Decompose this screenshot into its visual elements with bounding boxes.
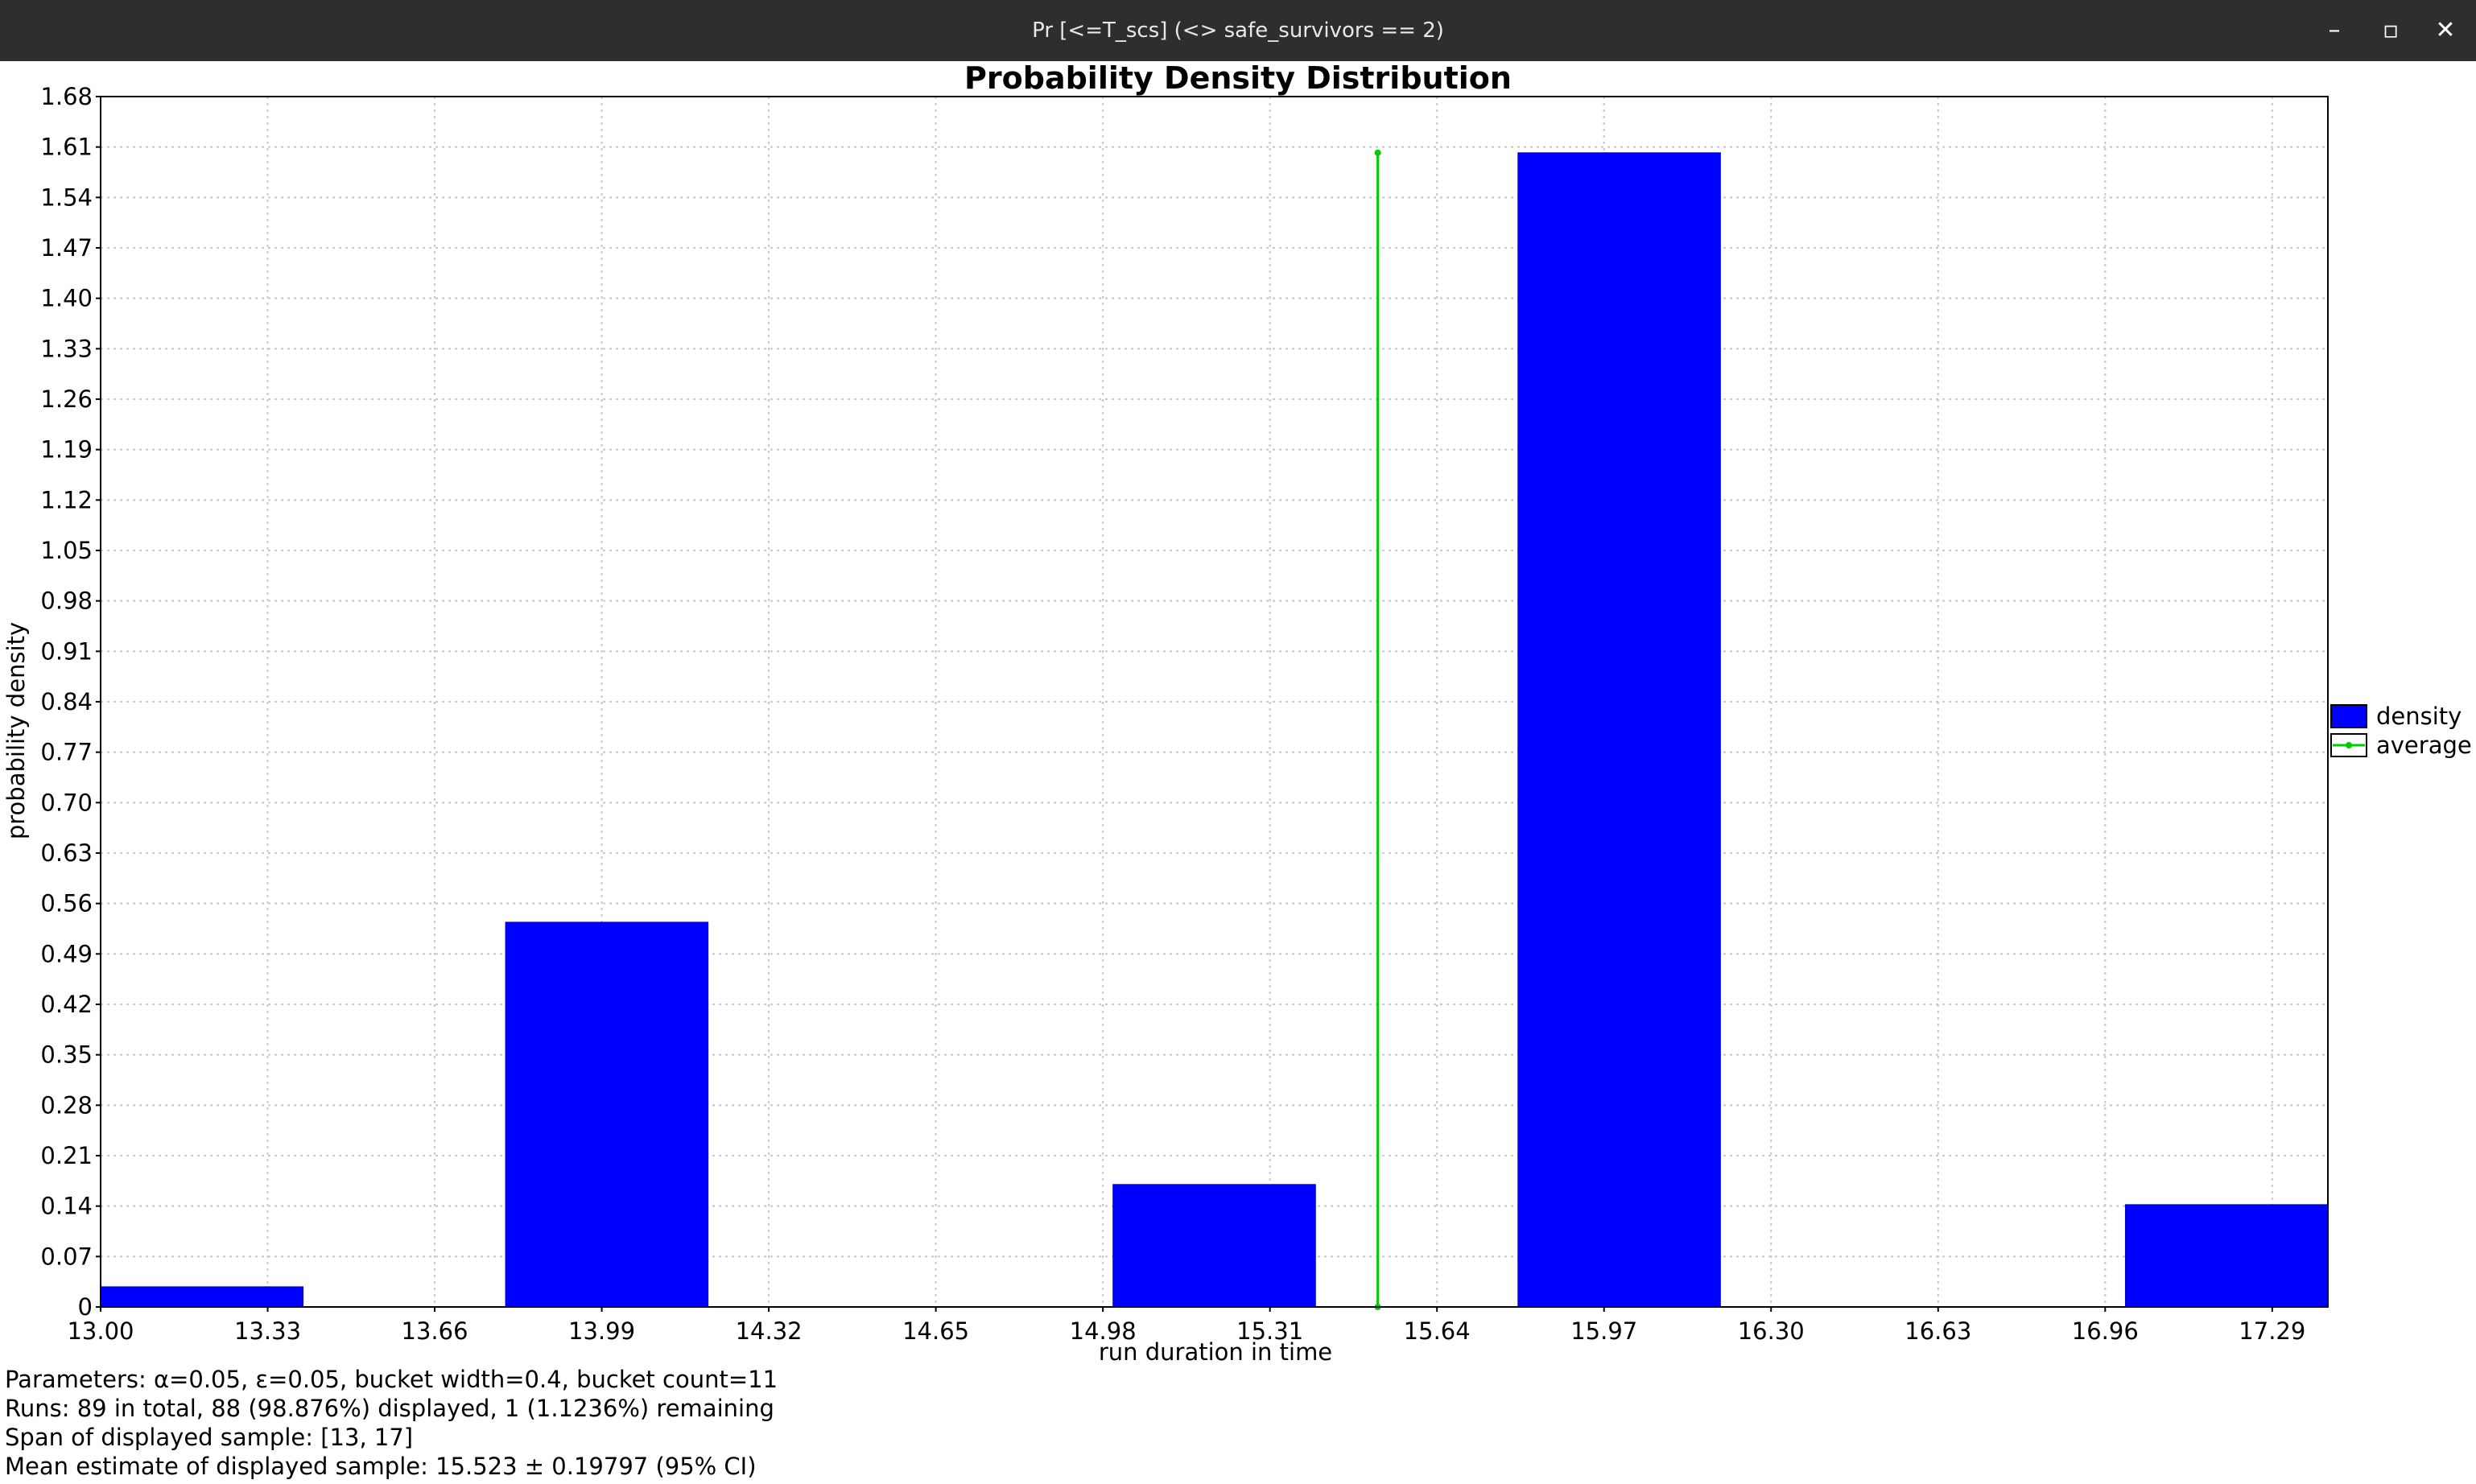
x-tick-label: 13.66 xyxy=(402,1317,468,1345)
y-axis-label: probability density xyxy=(2,622,30,839)
x-tick-label: 13.33 xyxy=(234,1317,301,1345)
x-axis-ticks: 13.00 13.33 13.66 13.99 14.32 14.65 14.98 15.31… xyxy=(67,1307,2305,1345)
y-tick-label: 1.33 xyxy=(40,335,93,362)
density-bar xyxy=(1517,152,1721,1308)
minimize-icon[interactable]: – xyxy=(2328,16,2341,44)
x-tick-label: 13.00 xyxy=(67,1317,134,1345)
y-tick-label: 1.26 xyxy=(40,385,93,413)
y-tick-label: 1.40 xyxy=(40,285,93,312)
legend-swatch-density xyxy=(2330,704,2367,728)
density-bar xyxy=(505,921,709,1308)
y-tick-label: 1.05 xyxy=(40,537,93,564)
y-tick-label: 1.19 xyxy=(40,436,93,464)
legend-label-average: average xyxy=(2376,732,2472,759)
title-bar[interactable]: Pr [<=T_scs] (<> safe_survivors == 2) – … xyxy=(0,0,2476,61)
y-tick-label: 0.35 xyxy=(40,1041,93,1069)
maximize-icon[interactable]: ▫ xyxy=(2382,16,2400,44)
y-tick-label: 1.47 xyxy=(40,234,93,262)
y-tick-label: 0.91 xyxy=(40,637,93,665)
x-tick-label: 16.30 xyxy=(1738,1317,1805,1345)
legend-label-density: density xyxy=(2376,703,2462,730)
density-bar xyxy=(1112,1184,1316,1308)
y-tick-label: 0 xyxy=(78,1293,93,1321)
y-tick-label: 0.28 xyxy=(40,1091,93,1119)
x-tick-label: 15.97 xyxy=(1570,1317,1637,1345)
y-tick-label: 0.49 xyxy=(40,940,93,967)
density-bar xyxy=(2124,1204,2329,1308)
x-tick-label: 14.32 xyxy=(736,1317,803,1345)
x-tick-label: 16.96 xyxy=(2072,1317,2139,1345)
average-marker xyxy=(1374,149,1381,1310)
y-tick-label: 0.63 xyxy=(40,839,93,867)
density-bar xyxy=(100,1286,304,1308)
y-tick-label: 1.61 xyxy=(40,134,93,161)
x-tick-label: 14.98 xyxy=(1070,1317,1137,1345)
y-tick-label: 1.68 xyxy=(40,83,93,110)
legend: density average xyxy=(2330,703,2472,759)
y-tick-label: 0.84 xyxy=(40,688,93,715)
x-tick-label: 15.64 xyxy=(1404,1317,1471,1345)
info-mean-estimate: Mean estimate of displayed sample: 15.52… xyxy=(5,1453,757,1480)
y-axis-ticks: 0 0.07 0.14 0.21 0.28 0.35 0.42 0.49 0.56 0.63 0.7… xyxy=(40,83,101,1321)
x-tick-label: 14.65 xyxy=(902,1317,969,1345)
legend-dot-average xyxy=(2346,742,2352,748)
x-tick-label: 16.63 xyxy=(1904,1317,1971,1345)
chart: Probability Density Distribution 0 0.07 0.… xyxy=(2,61,2472,1366)
y-tick-label: 0.42 xyxy=(40,991,93,1018)
info-span: Span of displayed sample: [13, 17] xyxy=(5,1424,414,1451)
y-tick-label: 0.98 xyxy=(40,587,93,615)
average-point-top xyxy=(1374,149,1381,156)
info-parameters: Parameters: α=0.05, ε=0.05, bucket width… xyxy=(5,1366,778,1393)
bars xyxy=(100,152,2329,1308)
y-tick-label: 1.54 xyxy=(40,183,93,211)
x-tick-label: 17.29 xyxy=(2239,1317,2305,1345)
y-tick-label: 1.12 xyxy=(40,486,93,513)
chart-title: Probability Density Distribution xyxy=(964,61,1512,96)
x-tick-label: 15.31 xyxy=(1236,1317,1303,1345)
y-tick-label: 0.70 xyxy=(40,789,93,816)
y-tick-label: 0.77 xyxy=(40,739,93,766)
x-axis-label: run duration in time xyxy=(1099,1338,1332,1366)
y-tick-label: 0.56 xyxy=(40,890,93,917)
info-runs: Runs: 89 in total, 88 (98.876%) displaye… xyxy=(5,1395,774,1422)
grid xyxy=(101,97,2328,1307)
close-icon[interactable]: ✕ xyxy=(2435,16,2456,44)
x-tick-label: 13.99 xyxy=(568,1317,635,1345)
y-tick-label: 0.21 xyxy=(40,1142,93,1169)
window-title: Pr [<=T_scs] (<> safe_survivors == 2) xyxy=(1032,19,1444,43)
y-tick-label: 0.14 xyxy=(40,1193,93,1220)
y-tick-label: 0.07 xyxy=(40,1243,93,1270)
